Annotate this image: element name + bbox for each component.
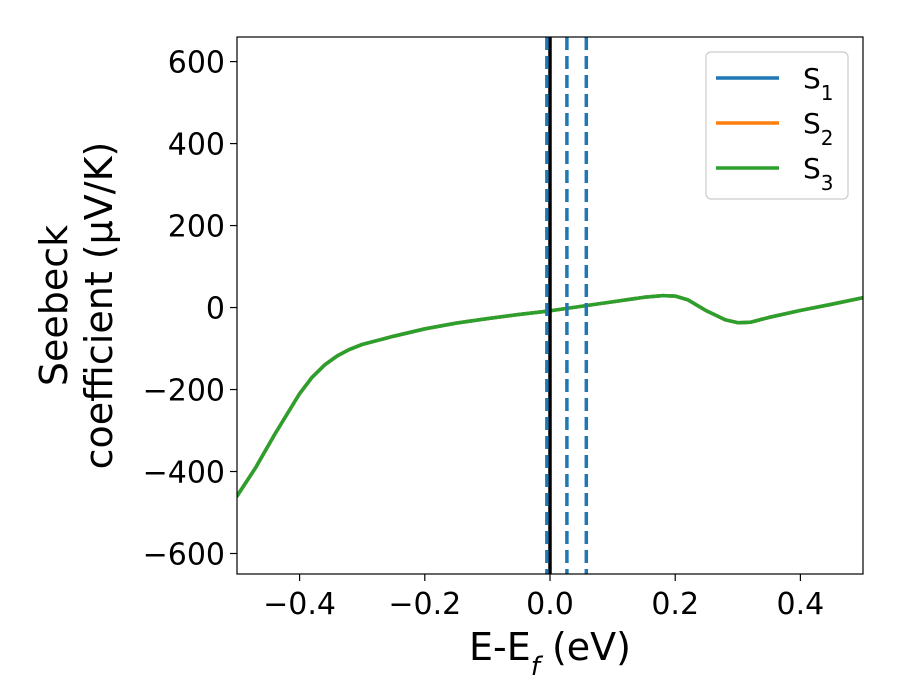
y-tick-label: −600 [143, 538, 225, 573]
y-tick-label: −400 [143, 456, 225, 491]
legend-label-s2: S2 [803, 107, 834, 150]
y-axis-label-line2: coefficient (μV/K) [77, 142, 121, 470]
y-axis-label: Seebeck coefficient (μV/K) [32, 142, 121, 470]
y-tick-label: 200 [168, 210, 225, 245]
axis-ticks: −0.4 −0.2 0.0 0.2 0.4 600 400 200 0 −200 −400 −600 [143, 46, 825, 622]
legend-label-s3: S3 [803, 152, 834, 195]
x-axis-label: E-Ef (eV) [469, 625, 631, 682]
x-tick-label: 0.4 [777, 587, 825, 622]
x-tick-label: 0.2 [651, 587, 699, 622]
y-tick-label: −200 [143, 374, 225, 409]
legend-label-s1: S1 [803, 62, 834, 105]
plot-area [237, 37, 863, 574]
y-axis-label-line1: Seebeck [32, 225, 76, 386]
legend-box [705, 51, 849, 200]
y-tick-label: 400 [168, 128, 225, 163]
y-tick-label: 600 [168, 46, 225, 81]
x-tick-label: 0.0 [526, 587, 574, 622]
y-tick-label: 0 [206, 292, 225, 327]
x-tick-label: −0.2 [388, 587, 461, 622]
series-line-s3 [237, 293, 863, 498]
x-tick-label: −0.4 [263, 587, 336, 622]
